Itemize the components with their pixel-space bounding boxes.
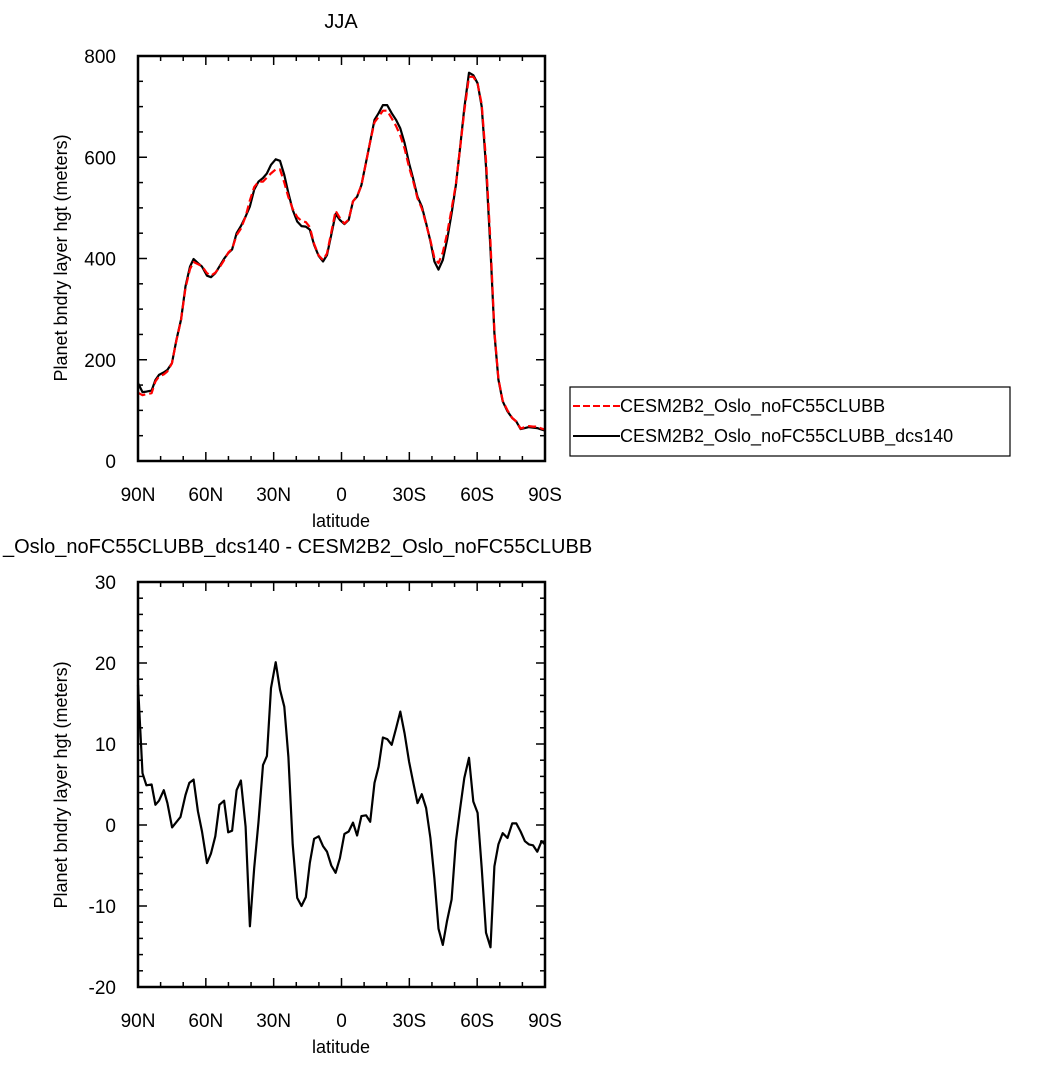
series-line-0 <box>136 661 546 949</box>
top-series <box>137 71 546 432</box>
x-tick-label: 60N <box>188 485 223 506</box>
top-plot-frame <box>136 54 547 463</box>
legend-box <box>569 386 1011 457</box>
legend-label-1: CESM2B2_Oslo_noFC55CLUBB_dcs140 <box>620 426 953 447</box>
x-tick-label: 90S <box>528 1011 562 1032</box>
top-axis-ticks: 90N 60N 30N 0 30S 60S 90S 0 200 400 600 800 <box>84 47 562 506</box>
x-tick-label: 90N <box>121 485 156 506</box>
y-tick-label: 20 <box>95 654 116 675</box>
x-tick-label: 0 <box>336 485 347 506</box>
x-tick-label: 30S <box>392 1011 426 1032</box>
bottom-plot: _Oslo_noFC55CLUBB_dcs140 - CESM2B2_Oslo_… <box>2 536 592 1057</box>
x-tick-label: 30S <box>392 485 426 506</box>
top-y-axis-label: Planet bndry layer hgt (meters) <box>51 134 71 381</box>
bottom-plot-title: _Oslo_noFC55CLUBB_dcs140 - CESM2B2_Oslo_… <box>2 536 592 558</box>
bottom-y-axis-label: Planet bndry layer hgt (meters) <box>51 661 71 908</box>
y-tick-label: 0 <box>105 816 116 837</box>
x-tick-label: 60S <box>460 1011 494 1032</box>
top-plot-title: JJA <box>324 11 358 33</box>
bottom-plot-frame <box>136 580 547 989</box>
y-tick-label: 800 <box>84 47 116 68</box>
top-x-axis-label: latitude <box>312 511 370 531</box>
y-tick-label: 30 <box>95 573 116 594</box>
y-tick-label: 10 <box>95 735 116 756</box>
y-tick-label: -10 <box>89 897 116 918</box>
legend-label-0: CESM2B2_Oslo_noFC55CLUBB <box>620 396 885 417</box>
y-tick-label: 0 <box>105 452 116 473</box>
bottom-axis-ticks: 90N 60N 30N 0 30S 60S 90S -20 -10 0 10 20 30 <box>89 573 562 1032</box>
x-tick-label: 90S <box>528 485 562 506</box>
x-tick-label: 60N <box>188 1011 223 1032</box>
x-tick-label: 30N <box>256 485 291 506</box>
y-tick-label: 600 <box>84 148 116 169</box>
series-line-0 <box>137 75 546 431</box>
x-tick-label: 0 <box>336 1011 347 1032</box>
x-tick-label: 90N <box>121 1011 156 1032</box>
legend: CESM2B2_Oslo_noFC55CLUBB CESM2B2_Oslo_no… <box>569 386 1011 457</box>
bottom-series <box>136 661 546 949</box>
y-tick-label: 400 <box>84 250 116 271</box>
y-tick-label: -20 <box>89 978 116 999</box>
x-tick-label: 60S <box>460 485 494 506</box>
x-tick-label: 30N <box>256 1011 291 1032</box>
top-plot: JJA Planet bndry layer hgt (meters) lati… <box>51 11 562 531</box>
bottom-x-axis-label: latitude <box>312 1037 370 1057</box>
y-tick-label: 200 <box>84 351 116 372</box>
